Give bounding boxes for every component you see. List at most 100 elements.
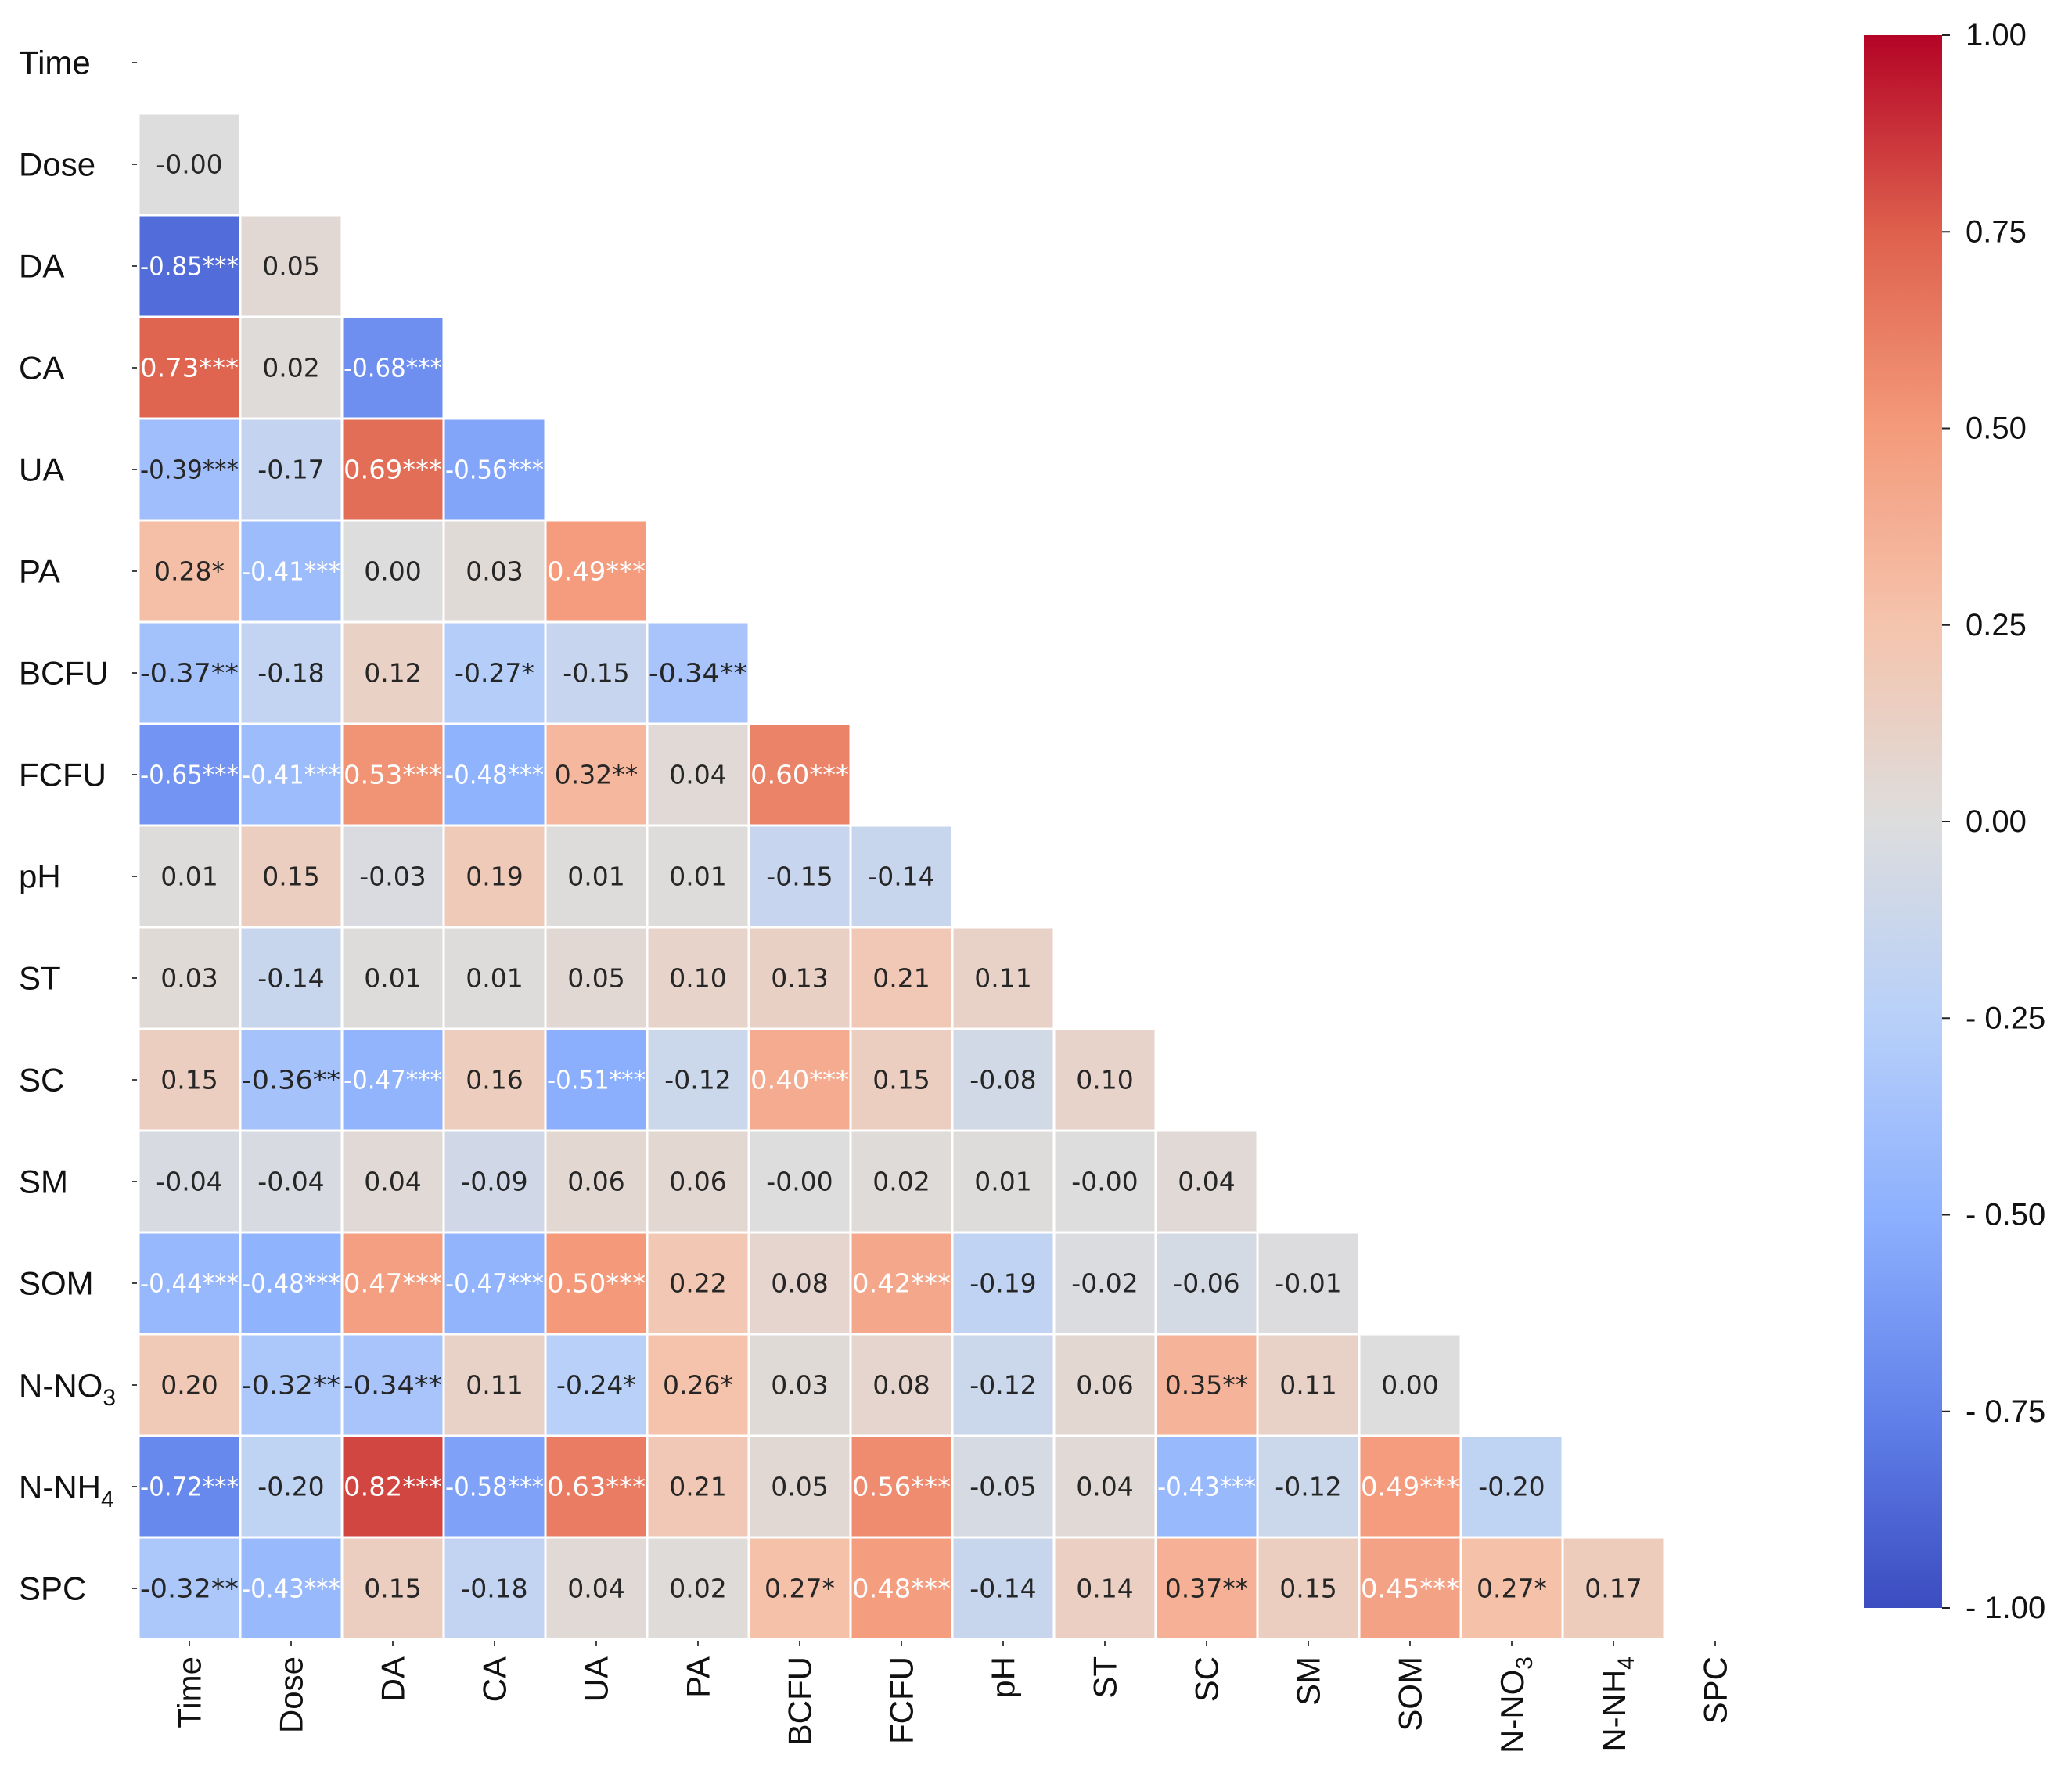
cell-value-sm-sc: 0.04	[1178, 1167, 1235, 1197]
cell-n-no3-ph	[951, 1333, 1056, 1437]
cell-value-st-time: 0.03	[160, 963, 218, 994]
row-label-pa: PA	[19, 553, 60, 590]
row-label-ph: pH	[19, 858, 61, 895]
cell-value-som-ph: -0.19	[969, 1268, 1036, 1299]
cell-value-spc-ca: -0.18	[461, 1574, 527, 1604]
cell-value-ua-dose: -0.17	[257, 455, 324, 485]
cell-som-sc	[1154, 1231, 1259, 1336]
cell-value-sm-fcfu: 0.02	[872, 1167, 930, 1197]
cell-value-ca-dose: 0.02	[262, 353, 319, 383]
cell-value-som-pa: 0.22	[669, 1268, 726, 1299]
cell-som-pa	[646, 1231, 750, 1336]
cell-value-spc-bcfu: 0.27*	[764, 1574, 835, 1604]
cell-spc-sc	[1154, 1536, 1259, 1641]
cell-n-no3-ca	[442, 1333, 547, 1437]
cell-sc-da	[340, 1027, 445, 1132]
cell-value-spc-pa: 0.02	[669, 1574, 726, 1604]
cell-spc-ua	[544, 1536, 649, 1641]
cell-value-som-bcfu: 0.08	[771, 1268, 828, 1299]
cell-value-n-no3-bcfu: 0.03	[771, 1370, 828, 1401]
colorbar-tick-label: 0.50	[1966, 412, 2027, 446]
cell-value-som-st: -0.02	[1071, 1268, 1138, 1299]
cell-value-fcfu-bcfu: 0.60***	[750, 760, 849, 790]
cell-value-n-no3-ph: -0.12	[969, 1370, 1036, 1401]
cell-value-sc-st: 0.10	[1076, 1065, 1133, 1095]
cell-value-st-ca: 0.01	[466, 963, 523, 994]
col-label-n-nh4: N-NH4	[1595, 1656, 1640, 1752]
cell-value-som-dose: -0.48***	[242, 1268, 340, 1299]
cell-value-n-nh4-ua: 0.63***	[547, 1472, 646, 1502]
cell-st-ph	[951, 926, 1056, 1030]
cell-st-da	[340, 926, 445, 1030]
col-label-spc: SPC	[1697, 1656, 1734, 1724]
col-label-st: ST	[1087, 1656, 1124, 1699]
cell-value-sm-ph: 0.01	[974, 1167, 1031, 1197]
cell-value-som-sc: -0.06	[1173, 1268, 1239, 1299]
cell-n-nh4-ca	[442, 1434, 547, 1539]
cell-sc-time	[137, 1027, 242, 1132]
cell-value-som-ua: 0.50***	[547, 1268, 646, 1299]
cell-n-nh4-ph	[951, 1434, 1056, 1539]
cell-n-no3-time	[137, 1333, 242, 1437]
row-label-sm: SM	[19, 1164, 68, 1200]
cell-bcfu-pa	[646, 620, 750, 725]
col-label-time: Time	[171, 1656, 208, 1728]
cell-fcfu-bcfu	[747, 722, 852, 827]
row-label-time: Time	[19, 45, 91, 81]
cell-value-bcfu-pa: -0.34**	[649, 658, 747, 689]
col-label-sc: SC	[1189, 1656, 1225, 1702]
cell-value-spc-sm: 0.15	[1279, 1574, 1336, 1604]
cell-n-no3-som	[1358, 1333, 1462, 1437]
cell-sm-sc	[1154, 1129, 1259, 1234]
cell-spc-som	[1358, 1536, 1462, 1641]
cell-som-ph	[951, 1231, 1056, 1336]
cell-som-sm	[1256, 1231, 1361, 1336]
cell-spc-dose	[239, 1536, 344, 1641]
cell-value-pa-time: 0.28*	[154, 556, 225, 587]
cell-n-no3-sc	[1154, 1333, 1259, 1437]
cell-value-n-nh4-sc: -0.43***	[1157, 1472, 1256, 1502]
cell-value-ua-da: 0.69***	[344, 455, 442, 485]
cell-n-nh4-bcfu	[747, 1434, 852, 1539]
cell-value-fcfu-da: 0.53***	[344, 760, 442, 790]
cell-n-nh4-pa	[646, 1434, 750, 1539]
row-label-st: ST	[19, 960, 61, 997]
cell-spc-ca	[442, 1536, 547, 1641]
row-label-n-no3: N-NO3	[19, 1367, 116, 1412]
col-label-pa: PA	[680, 1656, 717, 1698]
cell-value-som-ca: -0.47***	[445, 1268, 544, 1299]
cell-bcfu-dose	[239, 620, 344, 725]
cell-value-sm-da: 0.04	[364, 1167, 421, 1197]
cell-value-bcfu-ca: -0.27*	[455, 658, 534, 689]
cell-sc-ua	[544, 1027, 649, 1132]
colorbar-tick-label: - 0.75	[1966, 1394, 2045, 1429]
row-label-ua: UA	[19, 451, 64, 488]
cell-value-n-nh4-time: -0.72***	[140, 1472, 239, 1502]
cell-n-no3-st	[1052, 1333, 1157, 1437]
colorbar-tick-label: 1.00	[1966, 18, 2027, 52]
cell-value-pa-ua: 0.49***	[547, 556, 646, 587]
row-label-da: DA	[19, 248, 64, 285]
cell-value-sm-bcfu: -0.00	[766, 1167, 833, 1197]
cell-n-no3-da	[340, 1333, 445, 1437]
cell-sm-ph	[951, 1129, 1056, 1234]
row-label-fcfu: FCFU	[19, 757, 106, 793]
col-label-fcfu: FCFU	[883, 1656, 920, 1744]
cell-spc-n-no3	[1459, 1536, 1564, 1641]
cell-spc-bcfu	[747, 1536, 852, 1641]
col-label-ua: UA	[578, 1656, 615, 1702]
cell-value-bcfu-da: 0.12	[364, 658, 421, 689]
cell-value-spc-ph: -0.14	[969, 1574, 1036, 1604]
cell-n-no3-bcfu	[747, 1333, 852, 1437]
cell-value-bcfu-dose: -0.18	[257, 658, 324, 689]
cell-dose-time	[137, 112, 242, 217]
cell-value-sm-dose: -0.04	[257, 1167, 324, 1197]
cell-spc-pa	[646, 1536, 750, 1641]
cell-value-n-nh4-fcfu: 0.56***	[852, 1472, 951, 1502]
cell-value-ph-dose: 0.15	[262, 861, 319, 892]
cell-value-bcfu-time: -0.37**	[140, 658, 239, 689]
cell-value-n-nh4-ca: -0.58***	[445, 1472, 544, 1502]
cell-value-n-no3-sc: 0.35**	[1165, 1370, 1248, 1401]
cell-value-n-nh4-pa: 0.21	[669, 1472, 726, 1502]
cell-value-spc-dose: -0.43***	[242, 1574, 340, 1604]
